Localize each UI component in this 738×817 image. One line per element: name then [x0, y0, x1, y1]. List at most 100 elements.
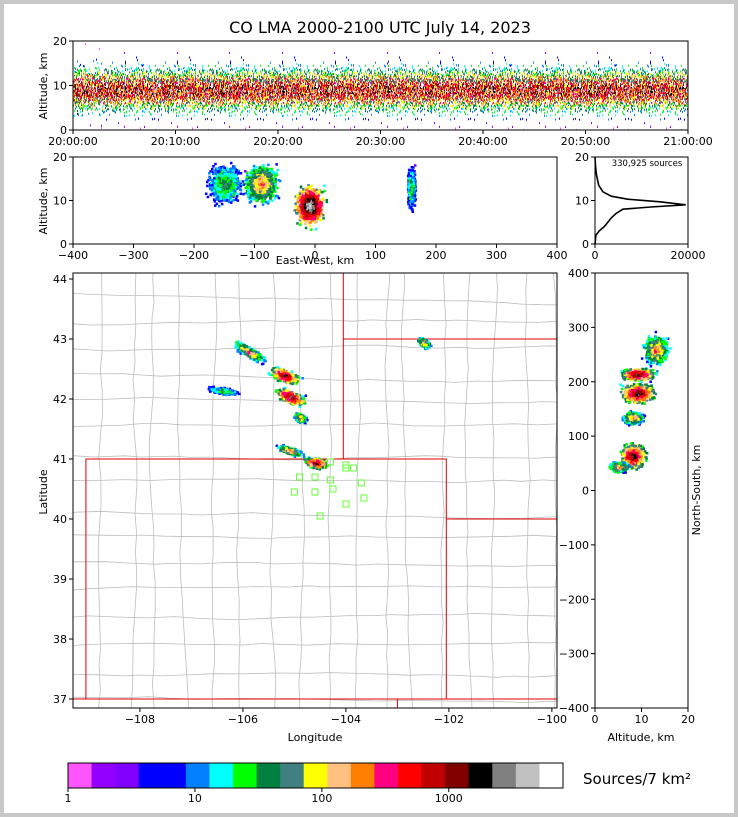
time-height-ytick-label: 0 — [60, 124, 67, 137]
colorbar-cell — [327, 763, 352, 788]
county-line — [73, 585, 557, 591]
lma-station-marker — [329, 485, 337, 493]
time-height-xtick-label: 21:00:00 — [663, 135, 712, 148]
north-south-ylabel: North-South, km — [690, 445, 703, 536]
north-south-ytick-label: −400 — [559, 702, 589, 715]
north-south-ticks: 0 10 20 400 300 200 100 0 −100 −200 −300 −400 — [559, 267, 695, 726]
east-west-ytick-label: 20 — [53, 151, 67, 164]
lma-station-marker — [360, 494, 368, 502]
colorbar-cell — [539, 763, 564, 788]
north-south-ytick-label: −100 — [559, 539, 589, 552]
time-height-sources — [73, 43, 688, 130]
lma-station-marker — [316, 512, 324, 520]
north-south-ytick-label: 0 — [582, 485, 589, 498]
north-south-axes-frame — [594, 272, 689, 709]
county-line — [97, 273, 103, 708]
source-count-annotation: 330,925 sources — [612, 159, 683, 169]
altitude-histogram-panel: 0 20000 0 10 20 330,925 sources — [575, 151, 706, 262]
colorbar-cell — [445, 763, 470, 788]
county-line — [177, 273, 189, 708]
north-south-xtick-label: 10 — [635, 713, 649, 726]
north-south-xlabel: Altitude, km — [607, 731, 674, 744]
county-line — [440, 273, 447, 708]
county-line — [73, 613, 557, 621]
lma-station-marker — [296, 473, 304, 481]
county-line — [73, 478, 557, 484]
colorbar-ticks: 1 10 100 1000 — [65, 788, 463, 805]
county-line — [130, 273, 138, 708]
plan-view-ticks: −108 −106 −104 −102 −100 37 38 39 40 41 42 43 44 — [53, 273, 567, 726]
plan-view-xtick-label: −104 — [331, 713, 361, 726]
county-line — [73, 396, 557, 404]
east-west-xtick-label: 0 — [312, 249, 319, 262]
colorbar-label: Sources/7 km² — [583, 770, 691, 788]
time-height-xtick-label: 20:10:00 — [151, 135, 200, 148]
colorbar-cell — [256, 763, 281, 788]
time-height-panel: 20:00:00 20:10:00 20:20:00 20:30:00 20:40:00… — [37, 35, 713, 148]
east-west-xtick-label: −400 — [58, 249, 88, 262]
colorbar-cell — [492, 763, 517, 788]
east-west-xtick-label: 100 — [365, 249, 386, 262]
time-height-xtick-label: 20:50:00 — [561, 135, 610, 148]
colorbar-tick-label: 10 — [188, 792, 202, 805]
east-west-ytick-label: 0 — [60, 238, 67, 251]
county-line — [553, 273, 557, 708]
time-height-ytick-label: 10 — [53, 80, 67, 93]
colorbar-cell — [374, 763, 399, 788]
county-line — [73, 510, 557, 519]
east-west-xtick-label: 200 — [426, 249, 447, 262]
east-west-xtick-label: 300 — [486, 249, 507, 262]
colorbar-cell — [468, 763, 493, 788]
colorbar-cell — [350, 763, 375, 788]
colorbar-cell — [233, 763, 258, 788]
plan-view-ytick-label: 44 — [53, 273, 67, 286]
county-line — [236, 273, 242, 708]
colorbar-cell — [68, 763, 93, 788]
north-south-ytick-label: 200 — [568, 376, 589, 389]
lma-station-marker — [326, 458, 334, 466]
colorbar-cell — [91, 763, 116, 788]
colorbar-cell — [138, 763, 163, 788]
plan-view-ytick-label: 42 — [53, 393, 67, 406]
north-south-ytick-label: 400 — [568, 267, 589, 280]
east-west-ticks: −400 −300 −200 −100 0 100 200 300 400 0 10 20 — [53, 151, 568, 262]
figure-title: CO LMA 2000-2100 UTC July 14, 2023 — [229, 18, 531, 37]
plan-view-ylabel: Latitude — [37, 469, 50, 515]
north-south-xtick-label: 0 — [592, 713, 599, 726]
colorbar-cell — [421, 763, 446, 788]
plan-view-ytick-label: 40 — [53, 513, 67, 526]
plan-view-axes-frame — [72, 272, 558, 709]
county-line — [401, 273, 413, 708]
histogram-xtick-label: 20000 — [671, 249, 706, 262]
colorbar-tick-label: 1 — [65, 792, 72, 805]
east-west-xlabel: East-West, km — [276, 254, 354, 267]
plan-view-xlabel: Longitude — [288, 731, 343, 744]
plan-view-xtick-label: −108 — [125, 713, 155, 726]
county-line — [73, 422, 557, 427]
plan-view-xtick-label: −102 — [434, 713, 464, 726]
colorbar-frame — [67, 762, 564, 789]
colorbar-cell — [280, 763, 305, 788]
colorbar-cell — [209, 763, 234, 788]
east-west-xtick-label: −100 — [239, 249, 269, 262]
north-south-sources — [608, 330, 672, 474]
county-line — [355, 273, 362, 708]
east-west-ytick-label: 10 — [53, 195, 67, 208]
county-line — [73, 672, 557, 678]
north-south-ytick-label: 300 — [568, 321, 589, 334]
county-line — [327, 273, 334, 708]
histogram-ticks: 0 20000 0 10 20 — [575, 151, 706, 262]
county-line — [298, 273, 305, 708]
north-south-ytick-label: −300 — [559, 648, 589, 661]
north-south-ytick-label: −200 — [559, 593, 589, 606]
time-height-ytick-label: 20 — [53, 35, 67, 48]
colorbar-cell — [303, 763, 328, 788]
altitude-histogram-curve — [594, 156, 686, 245]
time-height-xtick-label: 20:40:00 — [458, 135, 507, 148]
histogram-ytick-label: 0 — [582, 238, 589, 251]
colorbar-cell — [115, 763, 140, 788]
colorbar-tick-label: 100 — [311, 792, 332, 805]
colorbar-cell — [162, 763, 187, 788]
east-west-ylabel: Altitude, km — [37, 167, 50, 234]
